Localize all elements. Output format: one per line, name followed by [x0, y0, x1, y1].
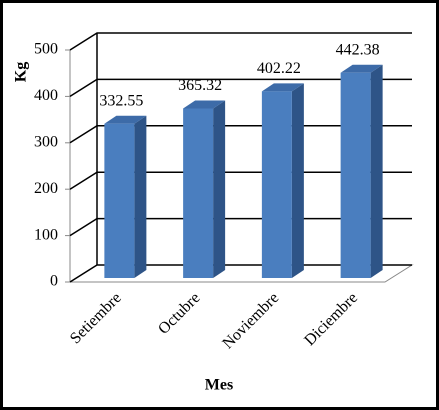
- bar-top: [183, 100, 226, 109]
- bar-side: [291, 83, 304, 278]
- bar: [104, 123, 135, 278]
- y-tick-label: 400: [34, 87, 58, 104]
- bar-side: [370, 64, 383, 278]
- bar: [261, 91, 292, 278]
- grid-line: [69, 32, 412, 51]
- grid-line: [69, 125, 412, 144]
- data-label: 402.22: [257, 60, 301, 77]
- data-label: 442.38: [336, 41, 380, 58]
- grid-line: [69, 78, 412, 98]
- y-tick-label: 200: [34, 180, 58, 197]
- y-axis-label: Kg: [13, 62, 30, 82]
- y-tick-label: 100: [34, 226, 58, 243]
- bar-top: [340, 64, 383, 73]
- y-tick-label: 500: [34, 41, 58, 58]
- bar-side: [134, 115, 147, 278]
- grid-line: [69, 217, 412, 237]
- bar: [340, 72, 371, 278]
- data-label: 365.32: [178, 77, 222, 94]
- grid-line: [69, 171, 412, 190]
- y-tick-label: 300: [34, 133, 58, 150]
- y-tick-label: 0: [50, 273, 58, 290]
- bar-top: [261, 83, 304, 92]
- x-axis-label: Mes: [205, 377, 233, 394]
- bar-top: [104, 115, 147, 124]
- grid-line: [69, 264, 412, 283]
- data-label: 332.55: [99, 92, 143, 109]
- bar-side: [213, 100, 226, 279]
- bar: [183, 108, 214, 279]
